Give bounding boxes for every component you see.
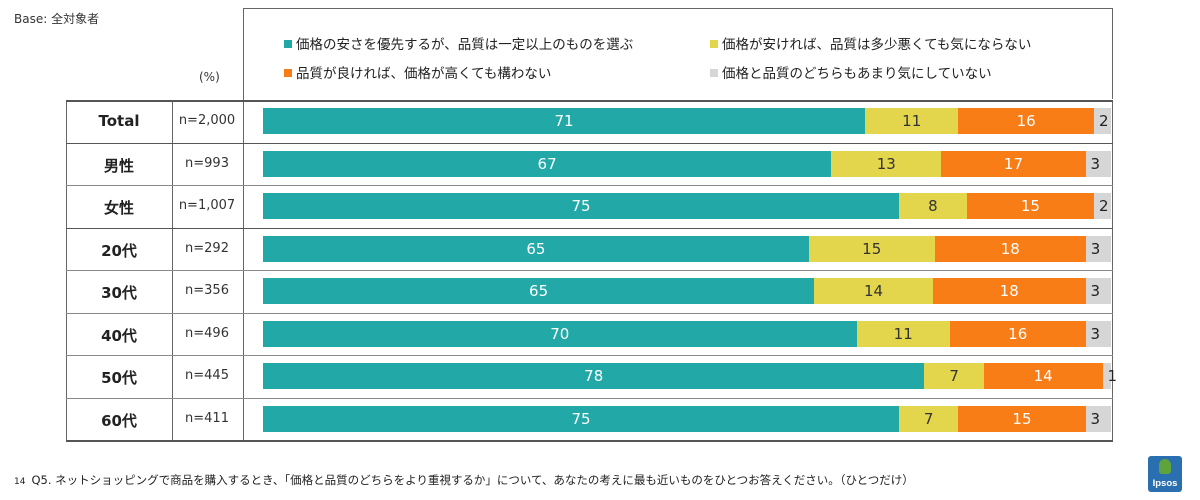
footnote: 14 Q5. ネットショッピングで商品を購入するとき、「価格と品質のどちらをより重… bbox=[14, 472, 914, 488]
bar-segment: 3 bbox=[1085, 320, 1111, 347]
legend-label: 価格が安ければ、品質は多少悪くても気にならない bbox=[722, 37, 1032, 53]
row-label: Total bbox=[98, 112, 140, 130]
legend-swatch-gray bbox=[710, 69, 718, 77]
bar-segment: 65 bbox=[263, 235, 809, 262]
logo-figure-icon bbox=[1159, 459, 1171, 474]
page-number: 14 bbox=[14, 477, 26, 487]
grid-hline bbox=[66, 100, 1113, 102]
bar-segment: 2 bbox=[1094, 193, 1111, 220]
legend-label: 品質が良ければ、価格が高くても構わない bbox=[296, 66, 552, 82]
bar-segment: 3 bbox=[1085, 278, 1111, 305]
row-label: 40代 bbox=[101, 326, 137, 345]
row-label: 50代 bbox=[101, 369, 137, 387]
row-sample-size: n=496 bbox=[185, 325, 229, 341]
base-label: Base: 全対象者 bbox=[14, 12, 100, 26]
logo-text: Ipsos bbox=[1152, 478, 1178, 489]
grid-hline bbox=[66, 270, 1113, 271]
grid-vline bbox=[243, 8, 244, 440]
bar-segment: 3 bbox=[1085, 235, 1111, 262]
bar-segment: 11 bbox=[865, 108, 959, 135]
row-label: 60代 bbox=[101, 411, 137, 430]
legend-item-orange: 品質が良ければ、価格が高くても構わない bbox=[284, 62, 551, 82]
grid-hline bbox=[66, 185, 1113, 186]
legend-swatch-teal bbox=[284, 40, 292, 48]
bar-segment: 13 bbox=[831, 150, 942, 177]
legend-swatch-orange bbox=[284, 69, 292, 77]
row-sample-size: n=356 bbox=[185, 283, 229, 298]
bar-segment: 16 bbox=[958, 108, 1095, 135]
bar-segment: 3 bbox=[1085, 405, 1111, 432]
bar-segment: 17 bbox=[941, 150, 1086, 177]
legend-swatch-yellow bbox=[710, 40, 718, 48]
legend-label: 価格の安さを優先するが、品質は一定以上のものを選ぶ bbox=[296, 37, 634, 53]
unit-label: (%) bbox=[199, 70, 220, 84]
bar-segment: 3 bbox=[1085, 150, 1111, 177]
grid-hline bbox=[66, 142, 1113, 144]
bar-segment: 18 bbox=[934, 235, 1086, 262]
legend-item-yellow: 価格が安ければ、品質は多少悪くても気にならない bbox=[710, 33, 1031, 53]
bar-segment: 2 bbox=[1094, 108, 1111, 135]
row-label: 男性 bbox=[103, 156, 134, 175]
row-label: 女性 bbox=[103, 199, 134, 217]
legend-item-teal: 価格の安さを優先するが、品質は一定以上のものを選ぶ bbox=[284, 33, 633, 53]
bar-segment: 16 bbox=[949, 320, 1086, 347]
bar-segment: 15 bbox=[808, 235, 935, 262]
bar-segment: 78 bbox=[263, 363, 925, 390]
bar-segment: 15 bbox=[958, 405, 1086, 432]
legend: 価格の安さを優先するが、品質は一定以上のものを選ぶ 価格が安ければ、品質は多少悪… bbox=[243, 8, 1113, 99]
row-sample-size: n=2,000 bbox=[178, 113, 236, 128]
row-label: 30代 bbox=[101, 284, 137, 302]
bar-segment: 65 bbox=[263, 278, 815, 305]
bar-segment: 75 bbox=[263, 405, 899, 432]
bar-segment: 70 bbox=[263, 320, 857, 347]
bar-segment: 75 bbox=[263, 193, 899, 220]
grid-hline bbox=[66, 440, 1113, 442]
bar-segment: 7 bbox=[924, 363, 984, 390]
bar-segment: 8 bbox=[899, 193, 967, 220]
bar-segment: 15 bbox=[966, 193, 1095, 220]
bar-segment: 67 bbox=[263, 150, 832, 177]
row-sample-size: n=1,007 bbox=[178, 198, 236, 213]
bar-segment: 71 bbox=[263, 108, 866, 135]
row-label: 20代 bbox=[101, 241, 137, 260]
grid-hline bbox=[66, 312, 1113, 314]
bar-segment: 11 bbox=[856, 320, 950, 347]
row-sample-size: n=411 bbox=[185, 410, 229, 426]
row-sample-size: n=993 bbox=[185, 155, 229, 171]
chart-table: Total n=2,000 71 11 16 2 男性 n=993 67 13 17 3 女性 n=1,0… bbox=[66, 8, 1117, 442]
footnote-text: Q5. ネットショッピングで商品を購入するとき、「価格と品質のどちらをより重視す… bbox=[31, 473, 914, 487]
bar-segment: 7 bbox=[899, 405, 959, 432]
bar-segment: 1 bbox=[1102, 363, 1117, 390]
legend-item-gray: 価格と品質のどちらもあまり気にしていない bbox=[710, 62, 992, 82]
bar-segment: 18 bbox=[932, 278, 1086, 305]
grid-hline bbox=[66, 227, 1113, 229]
bar-segment: 14 bbox=[814, 278, 933, 305]
legend-label: 価格と品質のどちらもあまり気にしていない bbox=[722, 66, 992, 82]
row-sample-size: n=292 bbox=[185, 240, 229, 256]
bar-segment: 14 bbox=[983, 363, 1103, 390]
grid-hline bbox=[66, 397, 1113, 399]
grid-hline bbox=[66, 355, 1113, 356]
ipsos-logo: Ipsos bbox=[1148, 456, 1182, 492]
row-sample-size: n=445 bbox=[185, 368, 229, 383]
